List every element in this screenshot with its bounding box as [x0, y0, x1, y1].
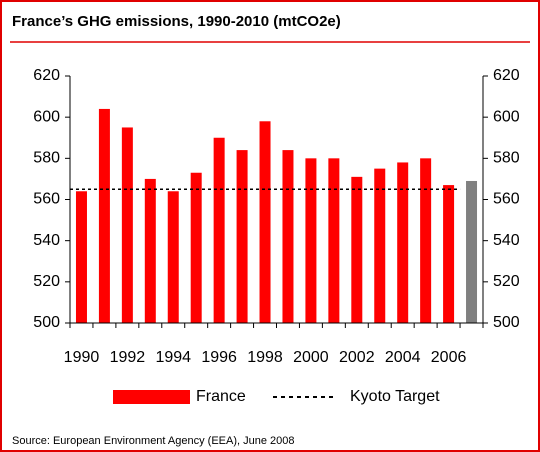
y-tick-label: 620 — [33, 67, 60, 84]
chart-title: France’s GHG emissions, 1990-2010 (mtCO2… — [12, 13, 341, 30]
x-tick-label: 1992 — [110, 349, 146, 366]
x-tick-label: 1990 — [64, 349, 100, 366]
bar — [213, 137, 225, 323]
y2-tick-label: 560 — [493, 191, 520, 208]
bar — [420, 158, 432, 323]
bar — [466, 180, 478, 323]
bar — [374, 168, 386, 323]
y-tick-label: 500 — [33, 314, 60, 331]
y2-tick-label: 540 — [493, 232, 520, 249]
bar — [282, 150, 294, 323]
y-tick-label: 600 — [33, 108, 60, 125]
bar — [190, 172, 202, 323]
y-tick-label: 540 — [33, 232, 60, 249]
legend-label: France — [196, 388, 246, 405]
x-tick-label: 2002 — [339, 349, 375, 366]
y-tick-label: 560 — [33, 191, 60, 208]
bar — [328, 158, 340, 323]
bar — [351, 176, 363, 323]
x-tick-label: 1996 — [201, 349, 237, 366]
y2-tick-label: 600 — [493, 108, 520, 125]
x-tick-label: 2000 — [293, 349, 329, 366]
x-tick-label: 2006 — [431, 349, 467, 366]
bar — [75, 191, 87, 323]
x-tick-label: 1994 — [155, 349, 191, 366]
y2-tick-label: 620 — [493, 67, 520, 84]
x-tick-label: 1998 — [247, 349, 283, 366]
bar — [305, 158, 317, 323]
bar — [443, 185, 455, 323]
y-tick-label: 580 — [33, 150, 60, 167]
y2-tick-label: 520 — [493, 273, 520, 290]
source: Source: European Environment Agency (EEA… — [12, 435, 295, 447]
y2-tick-label: 580 — [493, 150, 520, 167]
bar — [236, 150, 248, 323]
legend-label: Kyoto Target — [350, 388, 440, 405]
x-tick-label: 2004 — [385, 349, 421, 366]
bar — [397, 162, 409, 323]
bar — [259, 121, 271, 324]
y-tick-label: 520 — [33, 273, 60, 290]
bar — [167, 191, 179, 323]
legend-swatch — [113, 390, 190, 404]
y2-tick-label: 500 — [493, 314, 520, 331]
bar — [98, 108, 110, 323]
bar — [144, 178, 156, 323]
bar — [121, 127, 133, 323]
